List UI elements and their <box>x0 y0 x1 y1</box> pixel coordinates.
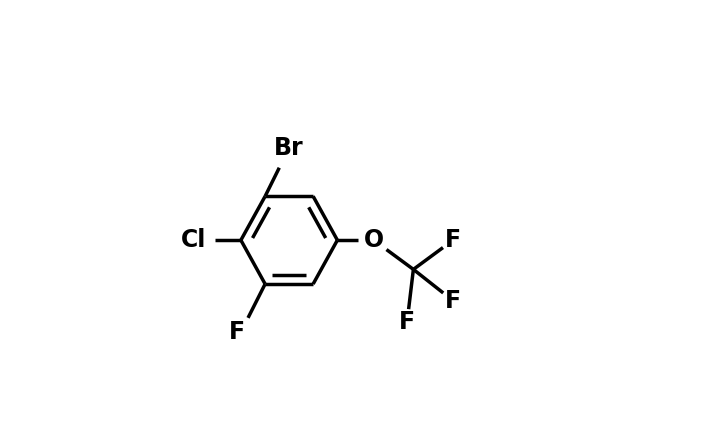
Text: F: F <box>445 228 461 252</box>
Text: Cl: Cl <box>181 228 206 252</box>
Text: F: F <box>399 310 415 334</box>
Text: O: O <box>363 228 383 252</box>
Text: Br: Br <box>274 136 303 160</box>
Text: F: F <box>228 320 245 344</box>
Text: F: F <box>445 289 461 313</box>
